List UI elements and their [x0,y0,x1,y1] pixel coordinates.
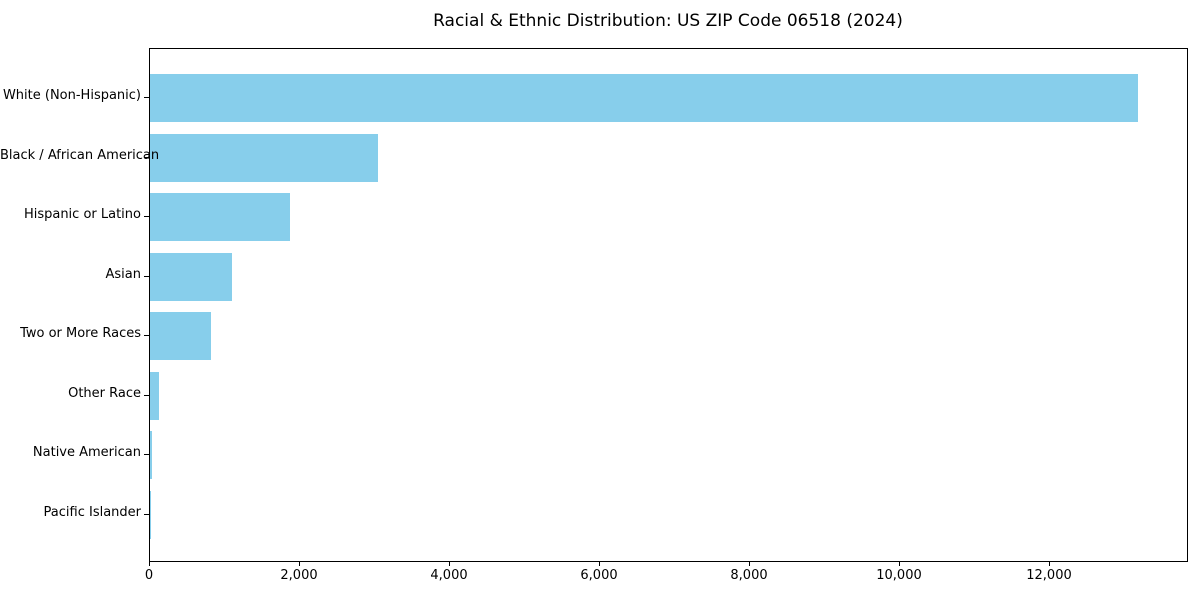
y-tick [144,513,149,515]
x-axis-label: 2,000 [280,568,318,583]
y-tick [144,454,149,456]
x-axis-label: 8,000 [730,568,768,583]
x-axis-label: 10,000 [876,568,922,583]
x-tick [1049,561,1050,566]
y-tick [144,275,149,277]
x-axis-label: 0 [144,568,154,583]
bar-white-non-hispanic [150,74,1138,122]
x-tick [749,561,750,566]
x-tick [899,561,900,566]
x-axis-label: 12,000 [1026,568,1072,583]
x-tick [299,561,300,566]
y-tick [144,394,149,396]
x-axis-label: 6,000 [580,568,618,583]
bar-pacific-islander [150,490,151,539]
bar-hispanic-or-latino [150,193,291,242]
bar-two-or-more-races [150,312,212,361]
y-axis-label: Pacific Islander [43,504,141,520]
chart-title: Racial & Ethnic Distribution: US ZIP Cod… [433,11,903,31]
bar-asian [150,252,232,301]
y-axis-label: Hispanic or Latino [23,207,141,223]
bar-other-race [150,371,159,420]
y-axis-label: Asian [105,266,141,282]
bar-native-american [150,431,152,480]
y-axis-label: Native American [32,445,141,461]
x-tick [599,561,600,566]
x-tick [149,561,150,566]
x-axis-label: 4,000 [430,568,468,583]
x-tick [449,561,450,566]
y-tick [144,335,149,337]
y-axis-label: Black / African American [0,147,160,163]
y-axis-label: Other Race [68,385,141,401]
plot-area [149,48,1188,562]
y-axis-label: White (Non-Hispanic) [2,88,141,103]
y-tick [144,97,149,98]
bar-black-african-american [150,133,378,182]
y-axis-label: Two or More Races [20,326,141,342]
y-tick [144,216,149,218]
y-tick [144,156,149,158]
